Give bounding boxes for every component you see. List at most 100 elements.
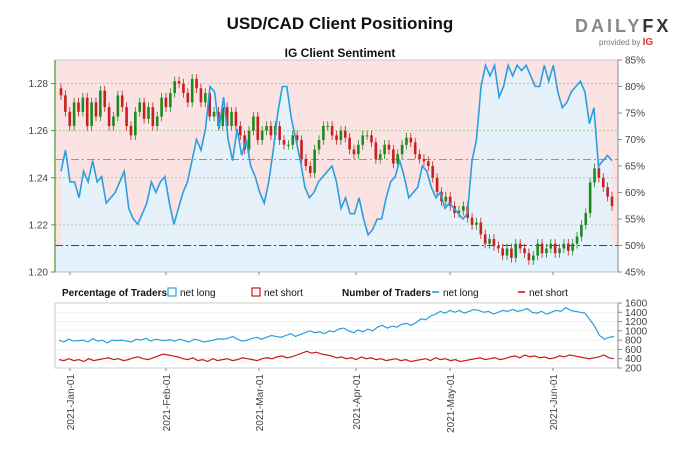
chart-subtitle: IG Client Sentiment xyxy=(284,46,396,60)
candle-body xyxy=(562,243,566,249)
candle-body xyxy=(601,177,605,188)
candle-body xyxy=(177,81,181,84)
candle-body xyxy=(103,90,107,108)
candle-body xyxy=(343,130,347,138)
candle-body xyxy=(295,135,299,141)
candle-body xyxy=(287,144,290,146)
left-tick-label: 1.24 xyxy=(29,173,49,184)
legend-net-long: net long xyxy=(180,288,216,299)
candle-body xyxy=(164,97,168,108)
candle-body xyxy=(199,88,203,103)
bottom-tick-label: 1600 xyxy=(625,299,648,310)
candle-body xyxy=(322,125,325,141)
right-tick-label: 85% xyxy=(625,56,645,67)
candle-body xyxy=(330,125,334,136)
candle-body xyxy=(580,224,583,237)
candle-body xyxy=(392,149,395,164)
candle-body xyxy=(160,97,163,117)
candle-body xyxy=(553,243,557,254)
candle-body xyxy=(107,107,111,126)
candle-body xyxy=(427,161,430,166)
candle-body xyxy=(151,107,155,126)
candle-body xyxy=(186,92,190,103)
candle-body xyxy=(405,137,408,145)
candle-body xyxy=(256,116,260,141)
candle-body xyxy=(483,234,487,244)
candle-body xyxy=(518,243,522,249)
candle-body xyxy=(260,130,264,141)
candle-body xyxy=(77,102,80,112)
right-tick-label: 60% xyxy=(625,188,645,199)
right-tick-label: 70% xyxy=(625,135,645,146)
left-tick-label: 1.20 xyxy=(29,268,49,279)
candle-body xyxy=(457,210,461,214)
bottom-tick-label: 600 xyxy=(625,345,642,356)
logo-provided-by: provided by IG xyxy=(599,37,654,48)
candle-body xyxy=(125,107,128,126)
candle-body xyxy=(571,243,574,251)
candle-body xyxy=(593,168,596,183)
candle-body xyxy=(470,217,474,225)
candle-body xyxy=(138,102,142,112)
bottom-tick-label: 1000 xyxy=(625,326,648,337)
candle-body xyxy=(370,135,373,143)
candle-body xyxy=(90,102,93,126)
candle-body xyxy=(94,102,98,117)
candle-body xyxy=(339,130,343,141)
candle-body xyxy=(230,111,233,126)
candle-body xyxy=(387,144,391,150)
right-tick-label: 75% xyxy=(625,109,645,120)
candle-body xyxy=(112,116,115,126)
candle-body xyxy=(505,248,509,256)
candle-body xyxy=(313,149,316,174)
candle-body xyxy=(225,107,229,126)
candle-body xyxy=(68,111,72,126)
candle-body xyxy=(523,248,526,254)
candle-body xyxy=(64,95,67,112)
candle-body xyxy=(497,246,500,249)
x-tick-label: 2021-Feb-01 xyxy=(162,374,173,432)
candle-body xyxy=(422,158,426,162)
candle-body xyxy=(501,248,504,256)
candle-body xyxy=(326,125,330,127)
candle-body xyxy=(488,239,491,244)
candle-body xyxy=(134,111,137,136)
bottom-tick-label: 800 xyxy=(625,336,642,347)
candle-body xyxy=(238,125,242,136)
candle-body xyxy=(300,140,303,159)
candle-body xyxy=(531,255,535,261)
left-tick-label: 1.22 xyxy=(29,220,49,231)
candle-body xyxy=(212,111,216,117)
x-tick-label: 2021-Jan-01 xyxy=(66,374,77,431)
candle-body xyxy=(588,182,592,214)
candle-body xyxy=(221,107,225,126)
candle-body xyxy=(335,135,338,141)
candle-body xyxy=(606,187,609,197)
legend-num-net-short: net short xyxy=(529,288,568,299)
candle-body xyxy=(514,243,518,258)
right-tick-label: 65% xyxy=(625,162,645,173)
candle-body xyxy=(99,90,102,117)
net-long-area xyxy=(61,65,612,246)
candle-body xyxy=(558,248,561,254)
candle-body xyxy=(462,206,465,211)
legend-net-short: net short xyxy=(264,288,303,299)
candle-body xyxy=(252,116,255,131)
right-tick-label: 80% xyxy=(625,82,645,93)
right-tick-label: 45% xyxy=(625,268,645,279)
candle-body xyxy=(81,97,85,112)
logo-wordmark: DAILYFX xyxy=(575,16,672,36)
candle-body xyxy=(383,144,386,155)
candle-body xyxy=(142,102,146,119)
x-tick-label: 2021-Jun-01 xyxy=(549,374,560,431)
bottom-tick-label: 1400 xyxy=(625,308,648,319)
candle-body xyxy=(566,243,570,251)
candle-body xyxy=(204,92,207,103)
candle-body xyxy=(291,135,295,145)
candle-body xyxy=(278,125,281,141)
candle-body xyxy=(120,95,124,108)
candle-body xyxy=(147,107,150,119)
candle-body xyxy=(444,196,448,202)
candle-body xyxy=(400,144,404,155)
candle-body xyxy=(116,95,120,117)
